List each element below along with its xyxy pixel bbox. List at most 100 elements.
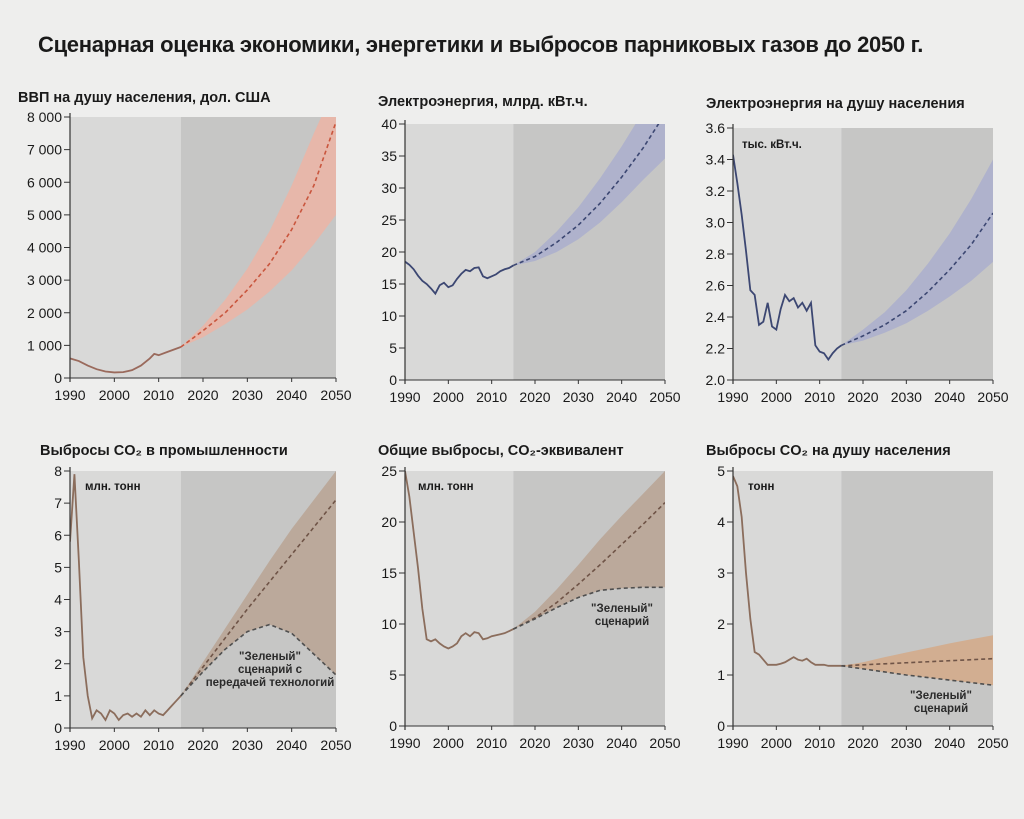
- y-tick-label: 5: [389, 340, 397, 356]
- y-tick-label: 20: [381, 514, 397, 530]
- annotation-line: передачей технологий: [206, 677, 335, 689]
- x-tick-label: 2030: [891, 735, 922, 751]
- x-tick-label: 2020: [187, 737, 218, 753]
- y-tick-label: 2.8: [706, 246, 726, 262]
- y-tick-label: 5 000: [27, 207, 62, 223]
- y-tick-label: 2.4: [706, 309, 726, 325]
- scenario-annotation: "Зеленый" сценарий: [591, 603, 653, 628]
- unit-label: млн. тонн: [418, 481, 474, 493]
- y-tick-label: 7 000: [27, 142, 62, 158]
- x-tick-label: 2020: [519, 735, 550, 751]
- historical-area: [733, 128, 842, 380]
- scenario-annotation: "Зеленый" сценарий: [910, 690, 972, 715]
- historical-line: [405, 260, 514, 296]
- x-tick-label: 2030: [891, 389, 922, 405]
- y-tick-label: 0: [54, 370, 62, 386]
- x-tick-label: 2000: [99, 737, 130, 753]
- y-tick-label: 6: [54, 527, 62, 543]
- y-tick-label: 10: [381, 616, 397, 632]
- annotation-line: "Зеленый": [591, 603, 653, 615]
- green-scenario-line: [841, 665, 994, 686]
- historical-line: [405, 471, 514, 650]
- x-tick-label: 2010: [804, 389, 835, 405]
- x-tick-label: 2050: [977, 389, 1008, 405]
- projection-line: [513, 124, 660, 267]
- x-tick-label: 2040: [934, 735, 965, 751]
- y-tick-label: 25: [381, 463, 397, 479]
- y-tick-label: 2.2: [706, 341, 726, 357]
- x-tick-label: 2000: [761, 389, 792, 405]
- x-tick-label: 2010: [476, 389, 507, 405]
- page-title: Сценарная оценка экономики, энергетики и…: [38, 32, 924, 57]
- chart-title: Выбросы CO₂ в промышленности: [40, 443, 288, 459]
- x-tick-label: 2000: [433, 389, 464, 405]
- x-tick-label: 2050: [320, 737, 351, 753]
- x-tick-label: 2040: [276, 387, 307, 403]
- y-tick-label: 4 000: [27, 240, 62, 256]
- y-tick-label: 20: [381, 244, 397, 260]
- projection-line: [512, 502, 665, 630]
- y-tick-label: 25: [381, 212, 397, 228]
- historical-line: [733, 154, 842, 362]
- y-tick-label: 8 000: [27, 109, 62, 125]
- chart-panel-co2_ind: Выбросы CO₂ в промышленности 0 1 2 3 4 5 6 7 8 199…: [40, 443, 352, 753]
- y-tick-label: 40: [381, 116, 397, 132]
- chart-title: Общие выбросы, CO₂-эквивалент: [378, 443, 624, 459]
- historical-area: [405, 124, 514, 380]
- uncertainty-band: [513, 124, 665, 266]
- x-tick-label: 2000: [433, 735, 464, 751]
- y-tick-label: 3: [717, 565, 725, 581]
- unit-label: млн. тонн: [85, 481, 141, 493]
- x-tick-label: 2030: [232, 387, 263, 403]
- y-tick-label: 15: [381, 276, 397, 292]
- chart-title: Электроэнергия, млрд. кВт.ч.: [378, 94, 588, 110]
- chart-panel-elec: Электроэнергия, млрд. кВт.ч. 0 5 10 15 20 25 30…: [378, 94, 681, 405]
- y-tick-label: 7: [54, 495, 62, 511]
- x-tick-label: 2020: [847, 735, 878, 751]
- historical-area: [733, 471, 842, 726]
- historical-area: [70, 117, 181, 378]
- y-tick-label: 2.0: [706, 372, 726, 388]
- y-tick-label: 15: [381, 565, 397, 581]
- historical-line: [70, 346, 182, 374]
- y-tick-label: 0: [717, 718, 725, 734]
- x-tick-label: 2040: [934, 389, 965, 405]
- uncertainty-band: [180, 471, 336, 696]
- projection-area: [841, 471, 993, 726]
- y-tick-label: 8: [54, 463, 62, 479]
- uncertainty-band: [841, 635, 993, 686]
- annotation-line: сценарий: [914, 703, 968, 715]
- y-tick-label: 4: [717, 514, 725, 530]
- x-tick-label: 2050: [649, 389, 680, 405]
- y-tick-label: 3.2: [706, 183, 726, 199]
- x-tick-label: 2020: [187, 387, 218, 403]
- chart-panel-elec_pc: Электроэнергия на душу населения 2.0 2.2 2.…: [706, 96, 1009, 405]
- x-tick-label: 2030: [563, 389, 594, 405]
- x-tick-label: 1990: [54, 737, 85, 753]
- y-tick-label: 5: [54, 559, 62, 575]
- uncertainty-band: [513, 471, 665, 630]
- x-tick-label: 2000: [99, 387, 130, 403]
- x-tick-label: 2010: [143, 737, 174, 753]
- x-tick-label: 2000: [761, 735, 792, 751]
- y-tick-label: 3.6: [706, 120, 726, 136]
- x-tick-label: 2040: [606, 389, 637, 405]
- x-tick-label: 2050: [649, 735, 680, 751]
- y-tick-label: 2: [54, 656, 62, 672]
- annotation-line: "Зеленый": [239, 651, 301, 663]
- unit-label: тыс. кВт.ч.: [742, 139, 802, 151]
- chart-panel-gdp: ВВП на душу населения, дол. США 0 1 000 2 0…: [18, 90, 352, 403]
- y-tick-label: 3 000: [27, 272, 62, 288]
- y-tick-label: 30: [381, 180, 397, 196]
- y-tick-label: 5: [717, 463, 725, 479]
- chart-title: Электроэнергия на душу населения: [706, 96, 965, 112]
- y-tick-label: 2 000: [27, 305, 62, 321]
- y-tick-label: 3.0: [706, 215, 726, 231]
- x-tick-label: 2010: [476, 735, 507, 751]
- x-tick-label: 2020: [519, 389, 550, 405]
- historical-area: [405, 471, 514, 726]
- x-tick-label: 1990: [717, 735, 748, 751]
- chart-panel-co2_pc: Выбросы CO₂ на душу населения 0 1 2 3 4 5 1990 2…: [706, 443, 1009, 751]
- x-tick-label: 2040: [276, 737, 307, 753]
- x-tick-label: 2030: [563, 735, 594, 751]
